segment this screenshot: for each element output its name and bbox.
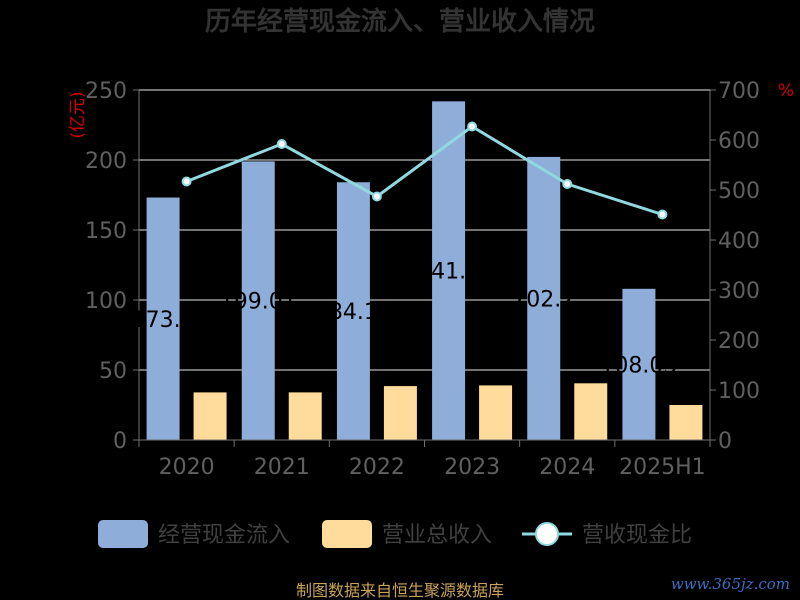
source-note: 制图数据来自恒生聚源数据库 [296,581,504,600]
ratio-point [276,139,287,149]
bar [432,101,466,440]
x-tick-label: 2025H1 [619,455,706,480]
bar-labels: 173.2 199.01 184.11 241.9 202.2 108.03 [132,260,678,379]
legend-marker [535,522,559,546]
bar [146,197,180,440]
x-tick-label: 2021 [254,455,310,480]
bar [288,392,322,440]
y-tick-left: 150 [85,219,127,244]
legend-swatch [322,520,372,548]
bars [146,101,703,441]
bar [479,385,513,440]
ratio-point [371,191,382,202]
ratio-line-path [186,124,663,216]
ratio-point [181,176,192,187]
y-tick-right: 700 [718,79,760,104]
x-axis: 2020 2021 2022 2023 2024 2025H1 [138,439,711,480]
legend-label: 营收现金比 [582,523,692,548]
bar-value-label: 108.03 [600,353,677,378]
bar [669,405,703,440]
bar [622,288,656,440]
y-tick-right: 500 [718,179,760,204]
y-axis-left-label: (亿元) [68,91,88,138]
bar-value-label: 199.01 [220,290,297,315]
legend-label: 营业总收入 [382,523,492,548]
bar-value-label: 202.2 [512,287,575,312]
chart-title: 历年经营现金流入、营业收入情况 [205,6,595,37]
bar [241,161,275,440]
y-tick-left: 200 [85,149,127,174]
ratio-point [562,179,573,189]
bar [527,156,561,441]
y-axis-right-ticks: 0 100 200 300 400 500 600 700 [710,79,760,454]
legend: 经营现金流入 营业总收入 营收现金比 [98,520,692,548]
y-tick-left: 250 [85,79,127,104]
watermark: www.365jz.com [671,575,790,593]
x-tick-label: 2022 [349,455,405,480]
ratio-point [467,121,478,132]
bar [336,182,370,440]
legend-swatch [98,520,148,548]
legend-label: 经营现金流入 [158,523,290,548]
bar-value-label: 173.2 [132,308,195,333]
ratio-line [181,121,668,220]
y-tick-right: 400 [718,229,760,254]
bar [383,386,417,440]
y-axis-left-ticks: 0 50 100 150 200 250 [85,79,139,454]
y-tick-right: 100 [718,379,760,404]
bar-value-label: 241.9 [417,260,480,285]
y-tick-left: 0 [113,429,127,454]
x-tick-label: 2020 [159,455,215,480]
y-tick-right: 600 [718,129,760,154]
x-tick-label: 2024 [539,455,595,480]
y-tick-right: 200 [718,329,760,354]
y-tick-left: 100 [85,289,127,314]
bar [574,383,608,440]
bar-value-label: 184.11 [315,300,392,325]
y-tick-right: 0 [718,429,732,454]
y-tick-right: 300 [718,279,760,304]
y-axis-right-label: % [778,81,794,101]
bar [193,392,227,440]
y-tick-left: 50 [99,359,127,384]
x-tick-label: 2023 [444,455,500,480]
ratio-point [657,209,668,220]
